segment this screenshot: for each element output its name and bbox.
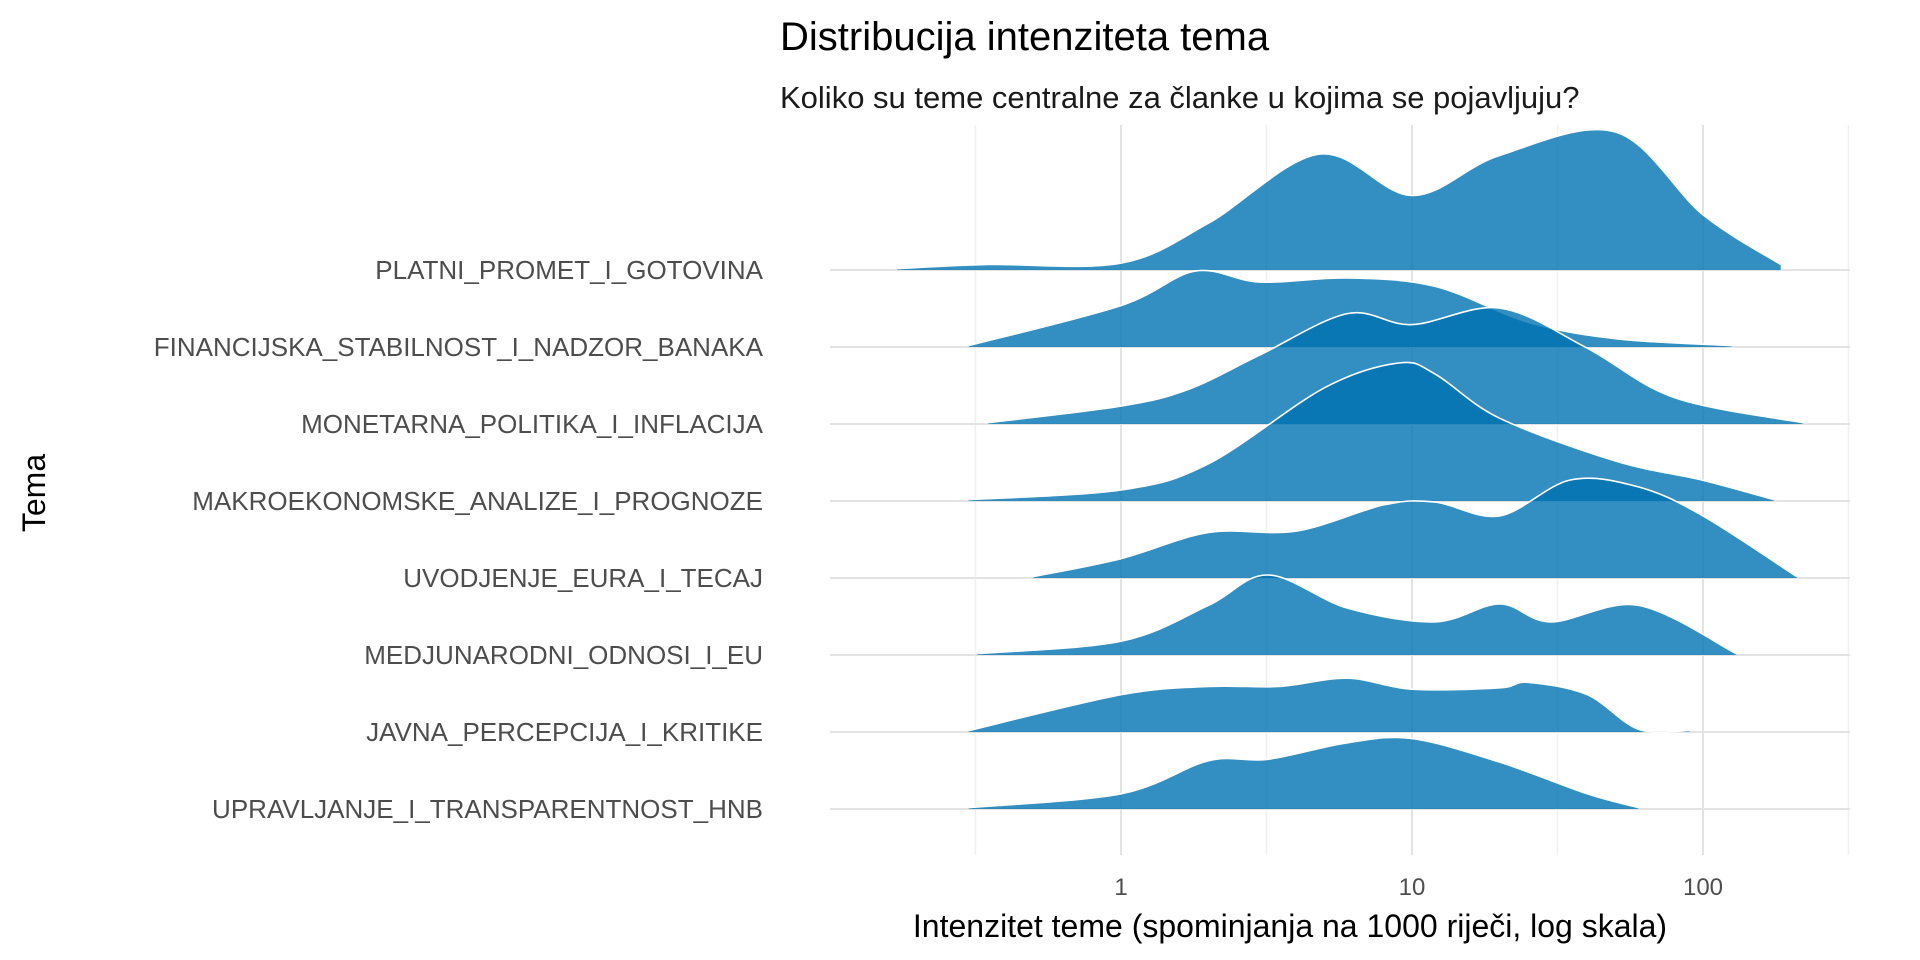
x-axis-tick-labels: 1 10 100 (1114, 874, 1723, 901)
density-area (968, 678, 1690, 733)
category-label: MONETARNA_POLITIKA_I_INFLACIJA (301, 409, 764, 439)
density-outline (968, 269, 1732, 347)
density-outline (976, 574, 1737, 655)
density-outline (968, 361, 1774, 501)
density-area (968, 362, 1774, 501)
density-ridges (897, 128, 1803, 809)
ridge-platni_promet_i_gotovina (897, 128, 1782, 270)
density-outline (988, 306, 1803, 424)
ridge-uvodjenje_eura_i_tecaj (1033, 477, 1798, 578)
category-label: UVODJENJE_EURA_I_TECAJ (403, 563, 763, 593)
density-outline (897, 128, 1782, 270)
chart-title: Distribucija intenziteta tema (780, 15, 1270, 59)
density-area (1033, 478, 1797, 578)
category-label: PLATNI_PROMET_I_GOTOVINA (375, 255, 763, 285)
category-label: MEDJUNARODNI_ODNOSI_I_EU (364, 640, 763, 670)
density-outline (1033, 477, 1798, 578)
category-label: MAKROEKONOMSKE_ANALIZE_I_PROGNOZE (192, 486, 763, 516)
density-outline (968, 736, 1639, 809)
x-tick-label: 10 (1399, 874, 1426, 901)
ridge-upravljanje_i_transparentnost_hnb (968, 736, 1639, 809)
chart-subtitle: Koliko su teme centralne za članke u koj… (780, 80, 1580, 115)
x-axis-title: Intenzitet teme (spominjanja na 1000 rij… (913, 908, 1667, 944)
density-area (897, 129, 1781, 270)
ridge-medjunarodni_odnosi_i_eu (976, 574, 1737, 655)
category-label: JAVNA_PERCEPCIJA_I_KRITIKE (366, 717, 763, 747)
y-axis-title: Tema (16, 454, 52, 532)
density-area (977, 574, 1737, 655)
y-axis-category-labels: PLATNI_PROMET_I_GOTOVINA FINANCIJSKA_STAB… (154, 255, 764, 824)
x-tick-label: 1 (1114, 874, 1127, 901)
ridge-makroekonomske_analize_i_prognoze (968, 361, 1774, 501)
category-label: FINANCIJSKA_STABILNOST_I_NADZOR_BANAKA (154, 332, 764, 362)
ridge-javna_percepcija_i_kritike (968, 677, 1690, 734)
density-outline (968, 677, 1690, 734)
x-tick-label: 100 (1683, 874, 1723, 901)
density-area (968, 737, 1639, 809)
category-label: UPRAVLJANJE_I_TRANSPARENTNOST_HNB (212, 794, 763, 824)
